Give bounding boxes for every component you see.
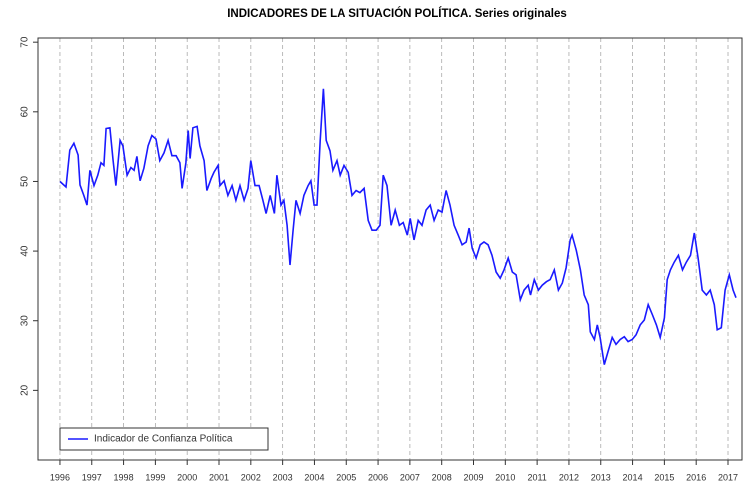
y-tick-label: 60 <box>20 106 31 118</box>
series-line <box>59 88 737 365</box>
y-tick-label: 50 <box>20 175 31 187</box>
y-tick-label: 20 <box>20 384 31 396</box>
x-tick-label: 2000 <box>177 472 197 482</box>
x-tick-label: 1999 <box>145 472 165 482</box>
y-tick-label: 30 <box>20 315 31 327</box>
x-tick-label: 2005 <box>336 472 356 482</box>
y-tick-label: 40 <box>20 245 31 257</box>
x-tick-label: 2016 <box>686 472 706 482</box>
x-tick-label: 2012 <box>559 472 579 482</box>
x-tick-label: 2007 <box>400 472 420 482</box>
y-tick-label: 70 <box>20 36 31 48</box>
x-tick-label: 2017 <box>718 472 738 482</box>
x-tick-label: 2001 <box>209 472 229 482</box>
x-tick-label: 2004 <box>304 472 324 482</box>
x-tick-label: 2006 <box>368 472 388 482</box>
x-tick-label: 2008 <box>432 472 452 482</box>
x-tick-label: 1997 <box>82 472 102 482</box>
legend-label: Indicador de Confianza Política <box>94 434 233 445</box>
x-tick-label: 2009 <box>463 472 483 482</box>
x-tick-label: 1996 <box>50 472 70 482</box>
x-tick-label: 2013 <box>591 472 611 482</box>
x-tick-label: 2011 <box>527 472 546 482</box>
chart-title: INDICADORES DE LA SITUACIÓN POLÍTICA. Se… <box>227 7 567 20</box>
x-tick-label: 1998 <box>114 472 134 482</box>
x-tick-label: 2010 <box>495 472 515 482</box>
legend-box <box>59 427 269 451</box>
x-tick-label: 2015 <box>654 472 674 482</box>
x-tick-label: 2014 <box>623 472 643 482</box>
x-tick-label: 2002 <box>241 472 261 482</box>
plot-frame <box>37 37 743 461</box>
x-tick-label: 2003 <box>273 472 293 482</box>
